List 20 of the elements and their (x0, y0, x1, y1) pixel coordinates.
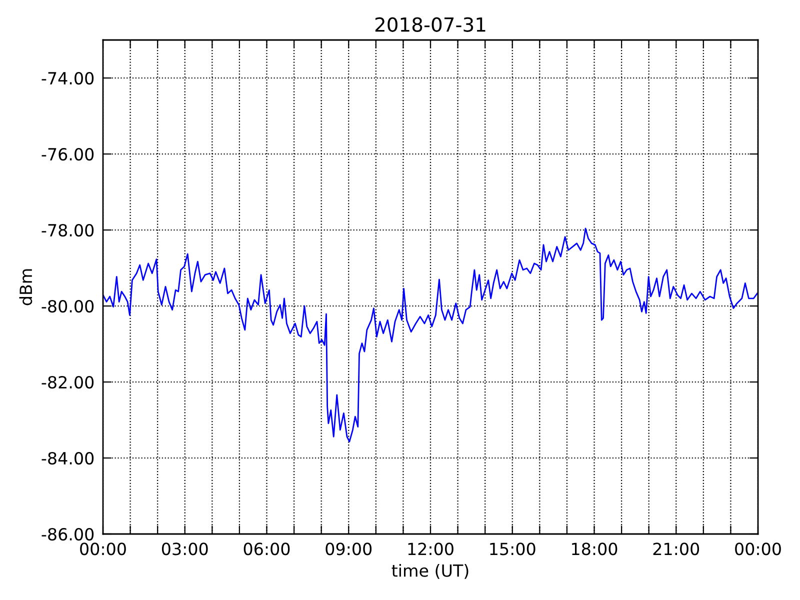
x-tick-label: 18:00 (572, 542, 618, 556)
x-tick-label: 00:00 (735, 542, 781, 556)
y-tick-label: -80.00 (42, 300, 94, 313)
x-tick-label: 06:00 (244, 542, 290, 556)
x-tick-label: 00:00 (80, 542, 126, 556)
y-tick-label: -84.00 (42, 452, 94, 465)
x-tick-label: 03:00 (162, 542, 208, 556)
x-tick-label: 21:00 (653, 542, 700, 556)
y-tick-label: -82.00 (42, 376, 94, 389)
y-tick-label: -78.00 (42, 224, 94, 237)
x-tick-label: 12:00 (408, 542, 454, 556)
x-tick-label: 15:00 (490, 542, 536, 556)
y-tick-label: -86.00 (42, 528, 94, 541)
y-axis-title: dBm (19, 269, 32, 306)
x-axis-title: time (UT) (392, 564, 468, 579)
y-tick-label: -74.00 (42, 72, 94, 85)
line-series (103, 228, 758, 442)
chart-title: 2018-07-31 (375, 17, 486, 32)
x-tick-label: 09:00 (326, 542, 372, 556)
y-tick-label: -76.00 (42, 148, 94, 161)
